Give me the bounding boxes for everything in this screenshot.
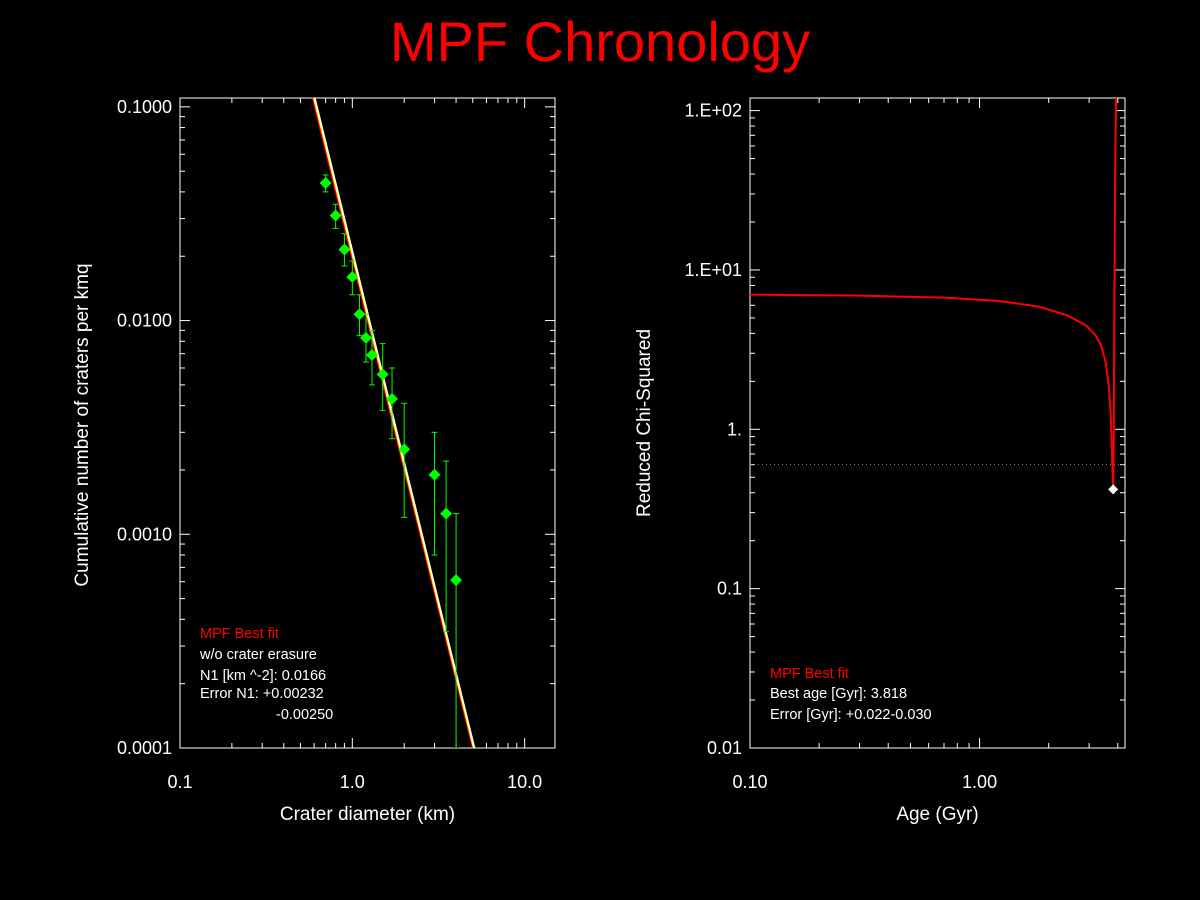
data-point — [376, 368, 389, 381]
data-point — [440, 507, 453, 520]
fit-line — [311, 98, 474, 748]
fit-line — [313, 98, 475, 748]
y-tick-label: 1.E+01 — [684, 260, 742, 280]
data-point — [386, 392, 399, 405]
x-tick-label: 10.0 — [507, 772, 542, 792]
y-tick-label: 0.0010 — [117, 524, 172, 544]
y-tick-label: 1.E+02 — [684, 101, 742, 121]
y-tick-label: 0.1000 — [117, 97, 172, 117]
chi-squared-curve — [750, 98, 1118, 490]
data-point — [398, 443, 411, 456]
right-plot-area — [750, 98, 1125, 490]
page-title: MPF Chronology — [389, 10, 811, 73]
data-point — [365, 349, 378, 362]
y-tick-label: 0.01 — [707, 738, 742, 758]
annotation-line: Error [Gyr]: +0.022-0.030 — [770, 707, 932, 723]
x-tick-label: 0.1 — [167, 772, 192, 792]
x-axis-label: Crater diameter (km) — [280, 804, 455, 825]
left-plot-area — [311, 98, 476, 748]
left-plot-frame — [179, 97, 556, 749]
y-tick-label: 1. — [727, 419, 742, 439]
data-point — [329, 209, 342, 222]
y-axis-label: Cumulative number of craters per kmq — [72, 263, 93, 586]
right-plot-frame — [749, 97, 1126, 749]
annotation-line: Best age [Gyr]: 3.818 — [770, 686, 907, 702]
data-point — [338, 243, 351, 256]
annotation-line: N1 [km ^-2]: 0.0166 — [200, 668, 326, 684]
annotation-line: -0.00250 — [276, 707, 333, 723]
fit-legend-label: MPF Best fit — [200, 626, 279, 642]
annotation-line: w/o crater erasure — [199, 647, 317, 663]
y-tick-label: 0.0100 — [117, 311, 172, 331]
fit-line — [314, 98, 476, 748]
y-axis-label: Reduced Chi-Squared — [634, 329, 655, 517]
x-tick-label: 0.10 — [732, 772, 767, 792]
data-point — [346, 270, 359, 283]
x-tick-label: 1.00 — [962, 772, 997, 792]
y-tick-label: 0.1 — [717, 579, 742, 599]
data-point — [450, 574, 463, 587]
data-point — [319, 177, 332, 190]
x-axis-label: Age (Gyr) — [896, 804, 978, 825]
x-tick-label: 1.0 — [340, 772, 365, 792]
data-point — [353, 308, 366, 321]
data-point — [428, 468, 441, 481]
annotation-line: Error N1: +0.00232 — [200, 686, 324, 702]
data-point — [359, 331, 372, 344]
best-fit-point — [1108, 484, 1119, 495]
fit-legend-label: MPF Best fit — [770, 666, 849, 682]
y-tick-label: 0.0001 — [117, 738, 172, 758]
